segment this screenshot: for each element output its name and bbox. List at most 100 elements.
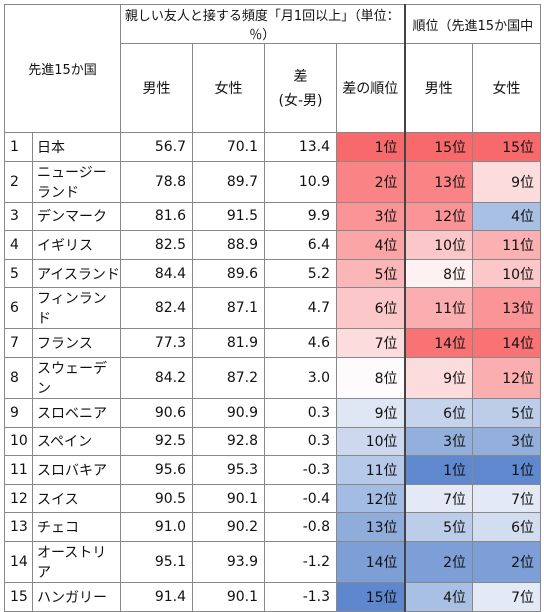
country-name: アイスランド	[31, 258, 122, 289]
rank-male: 9位	[403, 356, 474, 399]
row-number: 12	[4, 483, 33, 514]
diff-value: -0.4	[264, 483, 338, 514]
diff-rank: 5位	[336, 258, 406, 289]
row-number: 13	[4, 512, 33, 542]
diff-value: 6.4	[264, 230, 338, 260]
header-group-row: 先進15か国 親しい友人と接する頻度「月1回以上」（単位：％） 順位（先進15か…	[3, 4, 542, 133]
rank-male: 5位	[403, 512, 474, 542]
rank-male: 3位	[403, 426, 474, 457]
table-row: 1 日本 56.7 70.1 13.4 1位 15位 15位	[4, 132, 542, 162]
country-name: 日本	[31, 132, 122, 162]
table-row: 13 チェコ 91.0 90.2 -0.8 13位 5位 6位	[4, 512, 542, 542]
female-percent: 90.1	[192, 581, 266, 612]
diff-rank: 12位	[336, 483, 406, 514]
male-percent: 56.7	[120, 132, 194, 162]
country-name: フィンランド	[31, 287, 122, 330]
male-percent: 90.6	[120, 397, 194, 428]
col-diff-header: 差 (女-男)	[264, 43, 338, 133]
male-percent: 81.6	[120, 201, 194, 232]
rank-female: 2位	[472, 540, 542, 583]
country-name: スペイン	[31, 426, 122, 457]
male-percent: 92.5	[120, 426, 194, 457]
rank-female: 15位	[472, 132, 542, 162]
table-row: 4 イギリス 82.5 88.9 6.4 4位 10位 11位	[4, 230, 542, 260]
row-number: 11	[4, 455, 33, 485]
row-number: 9	[4, 397, 33, 428]
male-percent: 82.4	[120, 287, 194, 330]
col-diff-subtitle: (女-男)	[278, 93, 323, 109]
table-row: 2 ニュージーランド 78.8 89.7 10.9 2位 13位 9位	[4, 160, 542, 203]
row-number: 1	[4, 132, 33, 162]
col-rank-male-header: 男性	[403, 43, 474, 133]
diff-value: -0.8	[264, 512, 338, 542]
female-percent: 95.3	[192, 455, 266, 485]
rank-male: 7位	[403, 483, 474, 514]
rank-female: 11位	[472, 230, 542, 260]
female-percent: 93.9	[192, 540, 266, 583]
rank-female: 12位	[472, 356, 542, 399]
rank-female: 14位	[472, 328, 542, 358]
rank-female: 3位	[472, 426, 542, 457]
row-number: 10	[4, 426, 33, 457]
female-percent: 90.2	[192, 512, 266, 542]
diff-value: 0.3	[264, 397, 338, 428]
table-row: 10 スペイン 92.5 92.8 0.3 10位 3位 3位	[4, 426, 542, 457]
rank-male: 1位	[403, 455, 474, 485]
male-percent: 78.8	[120, 160, 194, 203]
country-name: ハンガリー	[31, 581, 122, 612]
rank-male: 6位	[403, 397, 474, 428]
diff-rank: 1位	[336, 132, 406, 162]
col-diff-rank-header: 差の順位	[336, 43, 406, 133]
rank-female: 7位	[472, 483, 542, 514]
row-number: 8	[4, 356, 33, 399]
diff-value: 13.4	[264, 132, 338, 162]
rank-male: 15位	[403, 132, 474, 162]
diff-rank: 2位	[336, 160, 406, 203]
rank-female: 9位	[472, 160, 542, 203]
diff-rank: 13位	[336, 512, 406, 542]
diff-value: 0.3	[264, 426, 338, 457]
female-percent: 81.9	[192, 328, 266, 358]
rank-male: 2位	[403, 540, 474, 583]
rank-male: 8位	[403, 258, 474, 289]
comparison-table: 先進15か国 親しい友人と接する頻度「月1回以上」（単位：％） 順位（先進15か…	[3, 4, 542, 612]
table-row: 6 フィンランド 82.4 87.1 4.7 6位 11位 13位	[4, 287, 542, 330]
male-percent: 91.4	[120, 581, 194, 612]
male-percent: 95.1	[120, 540, 194, 583]
female-percent: 87.2	[192, 356, 266, 399]
male-percent: 82.5	[120, 230, 194, 260]
table-row: 5 アイスランド 84.4 89.6 5.2 5位 8位 10位	[4, 258, 542, 289]
male-percent: 84.4	[120, 258, 194, 289]
diff-rank: 11位	[336, 455, 406, 485]
row-number: 15	[4, 581, 33, 612]
row-number: 6	[4, 287, 33, 330]
rank-female: 7位	[472, 581, 542, 612]
diff-value: 4.6	[264, 328, 338, 358]
row-number: 3	[4, 201, 33, 232]
diff-rank: 10位	[336, 426, 406, 457]
table-row: 14 オーストリア 95.1 93.9 -1.2 14位 2位 2位	[4, 540, 542, 583]
rank-female: 5位	[472, 397, 542, 428]
corner-header: 先進15か国	[3, 4, 122, 133]
female-percent: 90.1	[192, 483, 266, 514]
diff-rank: 8位	[336, 356, 406, 399]
row-number: 2	[4, 160, 33, 203]
country-name: フランス	[31, 328, 122, 358]
diff-rank: 14位	[336, 540, 406, 583]
rank-female: 1位	[472, 455, 542, 485]
male-percent: 90.5	[120, 483, 194, 514]
country-name: デンマーク	[31, 201, 122, 232]
female-percent: 87.1	[192, 287, 266, 330]
female-percent: 92.8	[192, 426, 266, 457]
rank-male: 10位	[403, 230, 474, 260]
group-header-frequency: 親しい友人と接する頻度「月1回以上」（単位：％）	[120, 4, 406, 44]
country-name: ニュージーランド	[31, 160, 122, 203]
diff-rank: 3位	[336, 201, 406, 232]
diff-value: 3.0	[264, 356, 338, 399]
diff-value: 10.9	[264, 160, 338, 203]
country-name: オーストリア	[31, 540, 122, 583]
diff-rank: 4位	[336, 230, 406, 260]
female-percent: 70.1	[192, 132, 266, 162]
rank-female: 10位	[472, 258, 542, 289]
row-number: 4	[4, 230, 33, 260]
